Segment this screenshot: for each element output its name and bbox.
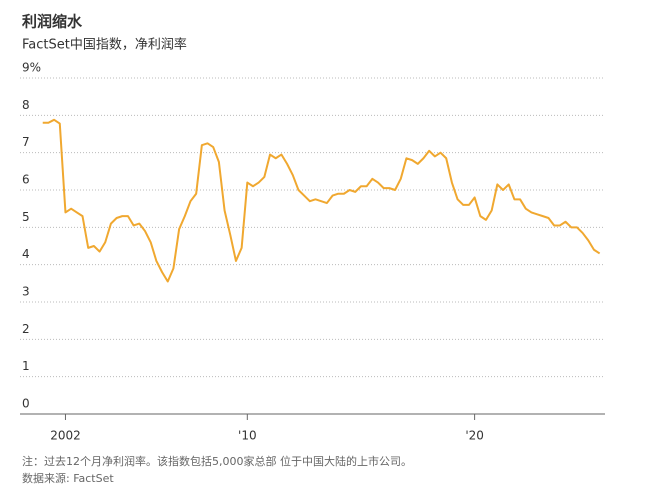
y-tick-label: 7 xyxy=(22,135,30,149)
y-tick-label: 2 xyxy=(22,322,30,336)
y-tick-label: 9% xyxy=(22,61,41,75)
y-tick-label: 8 xyxy=(22,98,30,112)
source: 数据来源: FactSet xyxy=(22,471,114,485)
y-tick-label: 0 xyxy=(22,397,30,411)
y-tick-label: 6 xyxy=(22,173,30,187)
data-line xyxy=(42,118,601,283)
y-tick-label: 1 xyxy=(22,359,30,373)
note: 注：过去12个月净利润率。该指数包括5,000家总部 位于中国大陆的上市公司。 xyxy=(22,454,412,468)
y-tick-label: 4 xyxy=(22,247,30,261)
y-tick-label: 3 xyxy=(22,285,30,299)
y-tick-label: 5 xyxy=(22,210,30,224)
chart-title: 利润缩水 xyxy=(22,13,83,31)
x-tick-label: 2002 xyxy=(50,429,81,443)
x-tick-label: '10 xyxy=(238,429,257,443)
x-tick-label: '20 xyxy=(465,429,484,443)
chart-subtitle: FactSet中国指数，净利润率 xyxy=(22,37,187,53)
